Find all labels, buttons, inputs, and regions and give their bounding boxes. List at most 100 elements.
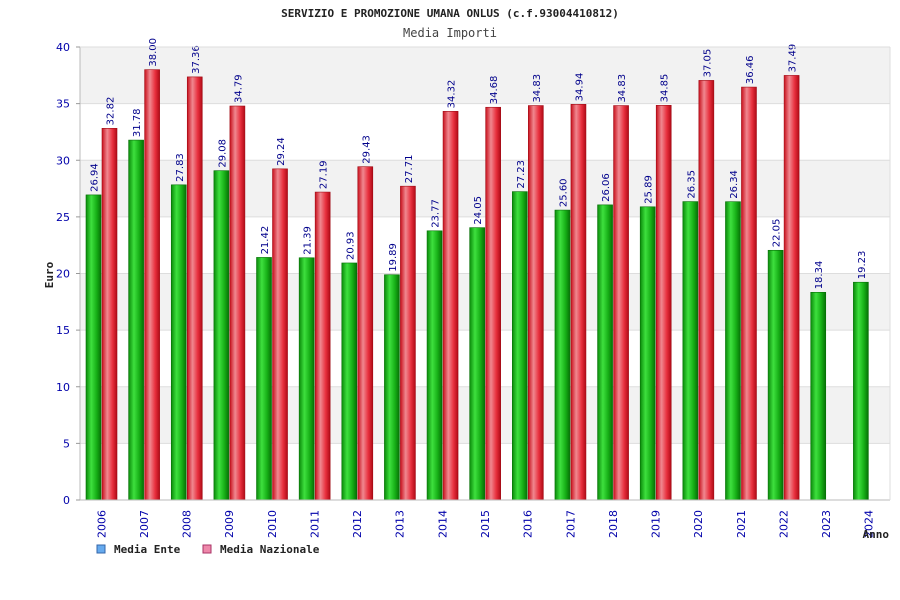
bar-value-label: 26.94 (90, 163, 101, 192)
bar-value-label: 26.35 (686, 170, 697, 199)
bar-media-nazionale (101, 128, 118, 501)
bar-value-label: 22.05 (772, 219, 783, 248)
bar-value-label: 34.83 (532, 74, 543, 103)
bar-media-ente (469, 227, 485, 501)
x-tick-label: 2010 (266, 510, 279, 538)
bar-value-label: 34.94 (574, 73, 585, 102)
x-tick-label: 2006 (95, 510, 108, 538)
bar-media-ente (384, 274, 400, 501)
bar-media-ente (256, 257, 272, 501)
bar-media-ente (128, 139, 144, 501)
bar-media-nazionale (655, 105, 672, 501)
bar-value-label: 19.23 (857, 251, 868, 280)
bar-value-label: 27.71 (404, 155, 415, 184)
bar-value-label: 27.83 (175, 153, 186, 182)
x-tick-label: 2016 (522, 510, 535, 538)
bar-media-ente (170, 184, 187, 501)
bar-media-ente (767, 249, 784, 501)
x-tick-label: 2023 (820, 510, 833, 538)
x-axis-ticks: 2006 2007 2008 2009 2010 2011 2012 2013 2014 2015… (95, 510, 875, 538)
bar-media-nazionale (186, 76, 203, 501)
x-tick-label: 2011 (308, 510, 321, 538)
legend-swatch-media-ente (96, 544, 106, 554)
bar-media-nazionale (783, 75, 800, 501)
bar-value-label: 19.89 (388, 243, 399, 272)
bar-value-label: 18.34 (814, 261, 825, 290)
bar-value-label: 37.05 (702, 49, 713, 78)
bar-media-nazionale (528, 105, 544, 501)
x-axis-label: Anno (863, 528, 890, 541)
bar-value-label: 20.93 (345, 231, 356, 260)
legend: Media Ente Media Nazionale (96, 543, 320, 556)
chart-title: SERVIZIO E PROMOZIONE UMANA ONLUS (c.f.9… (281, 7, 619, 20)
bar-media-ente (682, 201, 699, 501)
x-tick-label: 2015 (479, 510, 492, 538)
x-tick-label: 2008 (181, 510, 194, 538)
x-tick-label: 2021 (735, 510, 748, 538)
bar-value-label: 23.77 (431, 199, 442, 228)
x-tick-label: 2018 (607, 510, 620, 538)
bar-media-nazionale (314, 191, 331, 501)
bar-media-ente (298, 257, 315, 501)
bar-media-ente (341, 262, 358, 501)
x-tick-label: 2009 (223, 510, 236, 538)
x-tick-label: 2013 (394, 510, 407, 538)
y-axis-ticks: 0 5 10 15 20 25 30 35 40 (56, 41, 80, 507)
bar-media-ente (426, 230, 443, 501)
bar-media-nazionale (698, 80, 715, 501)
y-axis-label: Euro (43, 261, 56, 288)
bar-media-nazionale (570, 104, 587, 501)
bar-media-nazionale (144, 69, 160, 501)
bar-value-label: 27.19 (319, 160, 330, 189)
bar-value-label: 29.24 (276, 137, 287, 166)
bar-value-label: 37.49 (788, 44, 799, 73)
bar-value-label: 36.46 (745, 55, 756, 84)
y-tick-label: 10 (56, 381, 70, 394)
legend-label-media-nazionale: Media Nazionale (220, 543, 320, 556)
bar-media-ente (810, 291, 827, 501)
bar-media-ente (597, 204, 613, 501)
x-tick-label: 2017 (564, 510, 577, 538)
bar-media-ente (853, 281, 869, 501)
bar-media-ente (85, 194, 102, 501)
bar-media-nazionale (613, 105, 629, 501)
bar-media-nazionale (442, 111, 459, 501)
x-tick-label: 2020 (692, 510, 705, 538)
bar-value-label: 32.82 (106, 97, 117, 126)
bar-value-label: 34.32 (447, 80, 458, 109)
bar-value-label: 21.42 (260, 226, 271, 255)
x-tick-label: 2007 (138, 510, 151, 538)
bar-value-label: 25.60 (558, 178, 569, 207)
bar-labels-group: 26.94 32.82 31.78 38.00 27.83 37.36 29.08 34.79… (90, 38, 868, 289)
bar-media-ente (639, 206, 656, 501)
bar-value-label: 34.85 (660, 74, 671, 103)
y-tick-label: 5 (63, 437, 70, 450)
x-tick-label: 2012 (351, 510, 364, 538)
y-tick-label: 0 (63, 494, 70, 507)
y-tick-label: 20 (56, 268, 70, 281)
bar-value-label: 34.79 (233, 74, 244, 103)
bar-value-label: 24.05 (473, 196, 484, 225)
bar-media-nazionale (229, 105, 246, 501)
x-tick-label: 2022 (777, 510, 790, 538)
bar-value-label: 26.34 (729, 170, 740, 199)
bar-value-label: 31.78 (132, 108, 143, 137)
x-tick-label: 2024 (863, 510, 876, 538)
bar-value-label: 38.00 (148, 38, 159, 67)
x-tick-label: 2019 (650, 510, 663, 538)
bar-value-label: 29.43 (361, 135, 372, 164)
bar-value-label: 25.89 (644, 175, 655, 204)
x-tick-label: 2014 (436, 510, 449, 538)
bar-media-nazionale (741, 86, 757, 501)
bar-value-label: 27.23 (516, 160, 527, 189)
y-tick-label: 25 (56, 211, 70, 224)
y-tick-label: 35 (56, 98, 70, 111)
bar-media-ente (725, 201, 741, 501)
bar-value-label: 37.36 (191, 45, 202, 74)
bar-media-nazionale (400, 185, 416, 501)
bar-value-label: 21.39 (303, 226, 314, 255)
bar-media-nazionale (272, 168, 288, 501)
chart-subtitle: Media Importi (403, 26, 497, 40)
